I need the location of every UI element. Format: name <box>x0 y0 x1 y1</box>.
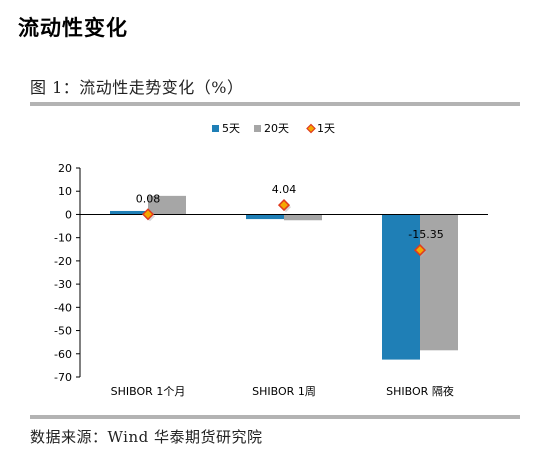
y-tick-label: -30 <box>54 278 72 291</box>
legend-label: 5天 <box>222 122 240 135</box>
y-tick-label: -50 <box>54 325 72 338</box>
x-tick-label: SHIBOR 1个月 <box>111 385 186 398</box>
bar-series1 <box>246 214 284 220</box>
legend-swatch <box>212 125 219 132</box>
x-tick-label: SHIBOR 1周 <box>252 385 316 398</box>
bar-series1 <box>382 214 420 360</box>
figure-title: 图 1：流动性走势变化（%） <box>30 78 244 97</box>
data-label: -15.35 <box>408 228 443 241</box>
bar-series2 <box>420 214 458 351</box>
bar-series2 <box>284 214 322 221</box>
y-tick-label: 0 <box>65 208 72 221</box>
y-tick-label: 20 <box>58 162 72 175</box>
marker-series3 <box>277 199 291 212</box>
y-tick-label: -20 <box>54 255 72 268</box>
data-label: 0.08 <box>136 192 161 205</box>
y-tick-label: -60 <box>54 348 72 361</box>
y-tick-label: -70 <box>54 371 72 384</box>
liquidity-chart: 20 10 0 -10 -20 -30 -40 -50 -60 -70 0.08 4.04 -15.35… <box>54 122 488 398</box>
marker-series3 <box>141 208 155 221</box>
legend-swatch <box>306 123 316 134</box>
top-divider <box>30 102 520 106</box>
y-tick-label: -40 <box>54 301 72 314</box>
legend-swatch <box>254 125 261 132</box>
marker-series3 <box>413 244 427 257</box>
x-tick-label: SHIBOR 隔夜 <box>386 384 454 398</box>
source-note: 数据来源：Wind 华泰期货研究院 <box>30 428 263 446</box>
y-tick-label: -10 <box>54 232 72 245</box>
bottom-divider <box>30 415 520 419</box>
legend-label: 1天 <box>317 122 335 135</box>
legend-label: 20天 <box>264 122 289 135</box>
data-label: 4.04 <box>272 183 297 196</box>
y-tick-label: 10 <box>58 185 72 198</box>
bar-series1 <box>110 210 148 215</box>
bar-series2 <box>148 195 186 215</box>
section-title: 流动性变化 <box>18 15 128 40</box>
